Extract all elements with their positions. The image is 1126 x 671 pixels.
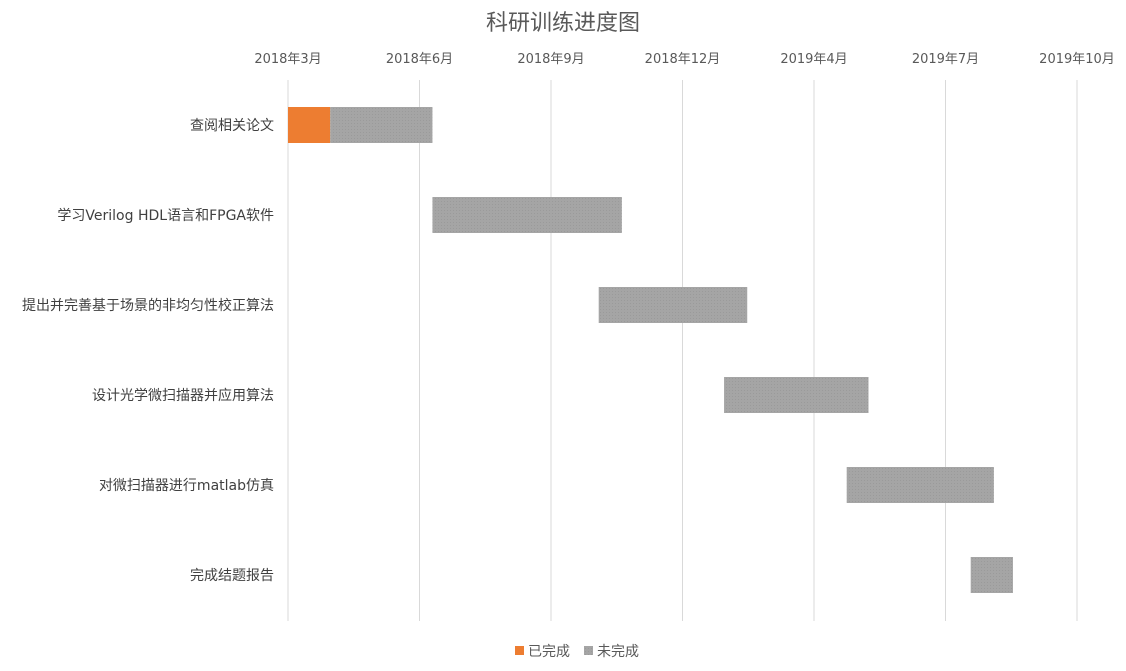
legend-label: 已完成	[528, 644, 570, 660]
x-tick-label: 2018年9月	[517, 52, 584, 67]
bars	[288, 107, 1013, 593]
category-label: 提出并完善基于场景的非均匀性校正算法	[22, 297, 274, 314]
x-axis-ticks: 2018年3月 2018年6月 2018年9月 2018年12月 2019年4月 2019…	[254, 52, 1115, 67]
bar-done	[288, 107, 331, 143]
legend-swatch-done	[515, 646, 524, 655]
chart-title: 科研训练进度图	[486, 11, 640, 36]
bar-todo	[432, 197, 622, 233]
x-tick-label: 2019年4月	[780, 52, 847, 67]
category-label: 完成结题报告	[190, 568, 274, 584]
legend: 已完成 未完成	[515, 644, 639, 660]
bar-todo	[846, 467, 994, 503]
legend-swatch-todo	[584, 646, 593, 655]
gridlines	[287, 80, 1078, 621]
x-tick-label: 2018年12月	[645, 52, 721, 67]
bar-todo	[724, 377, 869, 413]
bar-todo	[330, 107, 433, 143]
x-tick-label: 2018年6月	[386, 52, 453, 67]
category-label: 学习Verilog HDL语言和FPGA软件	[57, 208, 274, 224]
category-label: 设计光学微扫描器并应用算法	[92, 387, 274, 404]
x-tick-label: 2019年10月	[1039, 52, 1115, 67]
x-tick-label: 2018年3月	[254, 52, 321, 67]
category-label: 对微扫描器进行matlab仿真	[99, 478, 274, 494]
legend-label: 未完成	[597, 644, 639, 660]
bar-todo	[970, 557, 1013, 593]
category-label: 查阅相关论文	[190, 118, 274, 134]
x-tick-label: 2019年7月	[912, 52, 979, 67]
bar-todo	[598, 287, 748, 323]
